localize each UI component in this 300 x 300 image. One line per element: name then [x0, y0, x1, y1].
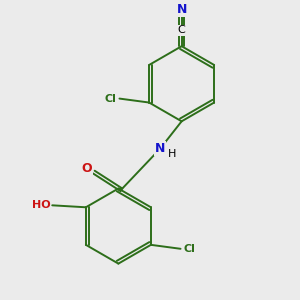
Text: Cl: Cl [105, 94, 117, 103]
Text: N: N [155, 142, 165, 155]
Text: C: C [178, 26, 185, 35]
Text: N: N [176, 3, 187, 16]
Text: HO: HO [32, 200, 50, 210]
Text: H: H [168, 149, 177, 159]
Text: O: O [81, 162, 92, 175]
Text: Cl: Cl [183, 244, 195, 254]
